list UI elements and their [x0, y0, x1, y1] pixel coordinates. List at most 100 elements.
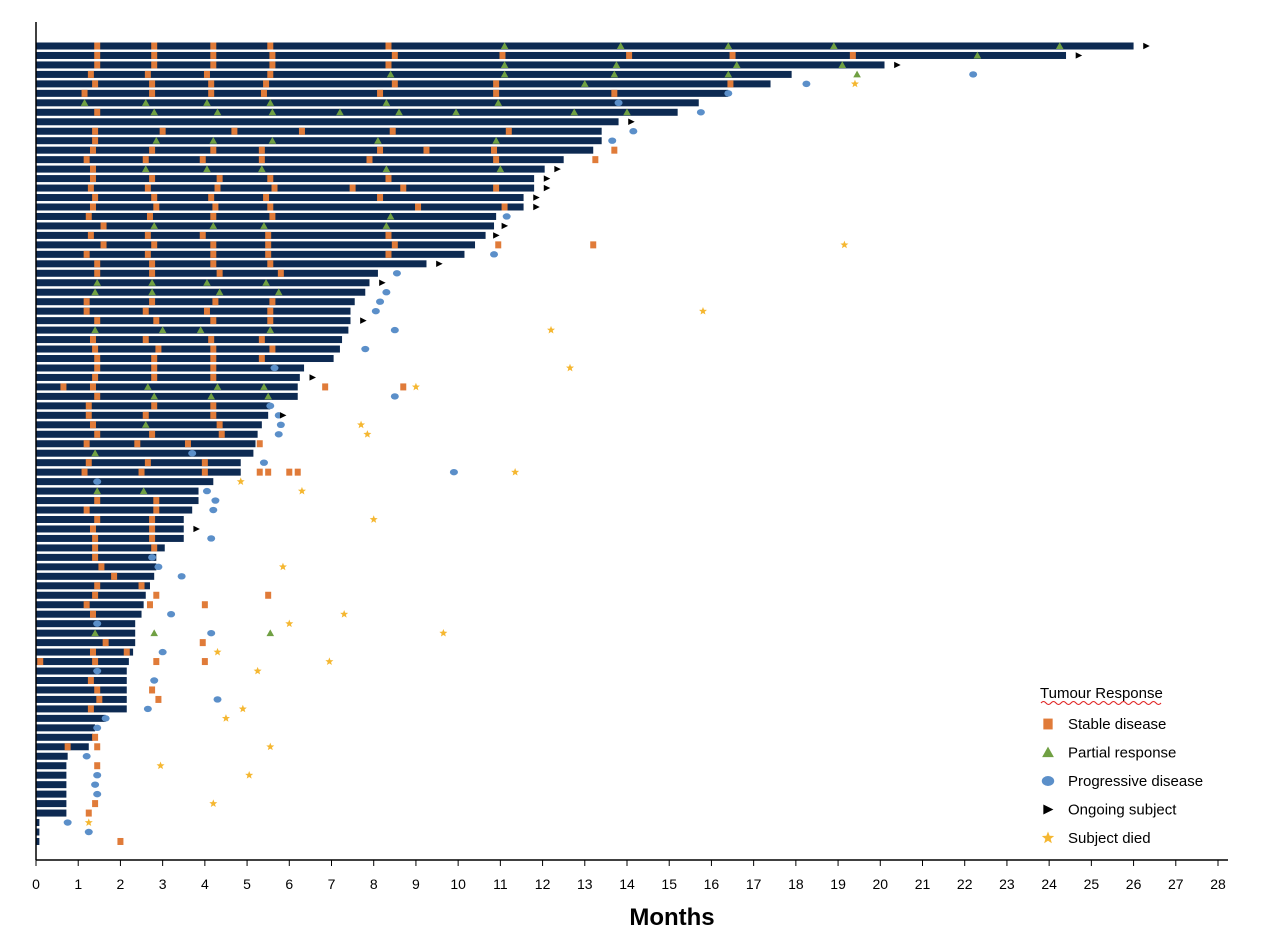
subject-died-marker: [547, 325, 556, 334]
x-tick-label: 9: [412, 876, 420, 892]
ongoing-subject-marker: [533, 203, 540, 211]
subject-bar: [36, 563, 157, 571]
stable-disease-marker: [611, 146, 618, 154]
partial-response-marker: [207, 392, 215, 400]
stable-disease-marker: [87, 70, 94, 78]
partial-response-marker: [724, 42, 733, 49]
subject-bar: [36, 705, 127, 713]
partial-response-marker: [144, 383, 152, 390]
stable-disease-marker: [142, 156, 149, 164]
partial-response-marker: [500, 61, 509, 68]
progressive-disease-marker: [93, 620, 102, 627]
progressive-disease-marker: [502, 213, 511, 220]
partial-response-marker: [158, 326, 167, 334]
stable-disease-marker: [151, 241, 158, 249]
subject-bar: [36, 373, 300, 381]
partial-response-marker: [382, 99, 391, 106]
partial-response-marker: [91, 629, 99, 637]
subject-bar: [36, 42, 1134, 50]
progressive-disease-marker: [392, 270, 401, 277]
subject-bar: [36, 364, 305, 372]
progressive-disease-marker: [490, 251, 499, 258]
subject-bar: [36, 317, 351, 325]
stable-disease-marker: [94, 364, 101, 372]
stable-disease-marker: [210, 260, 217, 268]
legend-item-ongoing: Ongoing subject: [1043, 802, 1177, 819]
stable-disease-marker: [149, 260, 156, 268]
progressive-disease-marker: [93, 724, 102, 732]
stable-disease-marker: [89, 421, 96, 429]
stable-disease-marker: [92, 658, 99, 666]
subject-bar: [36, 51, 1067, 59]
partial-response-marker: [336, 108, 344, 116]
stable-disease-marker: [89, 383, 96, 391]
stable-disease-marker: [216, 421, 223, 429]
stable-disease-marker: [83, 298, 90, 306]
ongoing-subject-marker: [1143, 42, 1150, 50]
subject-bar: [36, 440, 256, 448]
progressive-disease-marker: [724, 90, 733, 97]
x-tick-label: 14: [619, 876, 635, 892]
stable-disease-marker: [153, 203, 160, 211]
stable-disease-marker: [94, 61, 101, 69]
stable-disease-marker: [216, 269, 223, 277]
legend-label: Stable disease: [1068, 716, 1166, 733]
stable-disease-marker: [87, 231, 94, 239]
stable-disease-marker: [89, 610, 96, 618]
stable-disease-marker: [592, 156, 599, 164]
progressive-disease-marker: [696, 109, 705, 116]
ongoing-subject-marker: [193, 525, 200, 533]
stable-disease-marker: [210, 212, 217, 220]
stable-disease-marker: [117, 837, 124, 845]
stable-disease-marker: [216, 175, 223, 183]
stable-disease-marker: [201, 459, 208, 467]
subject-died-marker: [325, 657, 334, 665]
stable-disease-marker: [377, 146, 384, 154]
subject-died-marker: [840, 240, 849, 249]
stable-disease-marker: [501, 203, 508, 211]
stable-disease-marker: [729, 51, 736, 59]
x-tick-label: 2: [117, 876, 125, 892]
stable-disease-marker: [493, 80, 500, 88]
stable-disease-marker: [218, 430, 225, 438]
ongoing-subject-marker: [554, 165, 561, 173]
partial-response-marker: [973, 51, 982, 59]
x-tick-label: 26: [1126, 876, 1142, 892]
subject-bar: [36, 298, 355, 306]
progressive-disease-marker: [274, 431, 283, 438]
progressive-disease-marker: [91, 781, 100, 788]
stable-disease-marker: [151, 373, 158, 381]
subject-bar: [36, 326, 349, 334]
stable-disease-marker: [94, 497, 101, 505]
stable-disease-marker: [203, 70, 210, 78]
progressive-disease-marker: [259, 459, 268, 466]
partial-response-marker: [150, 629, 158, 637]
x-tick-label: 12: [535, 876, 551, 892]
subject-bar: [36, 724, 96, 732]
subject-bar: [36, 781, 67, 789]
progressive-disease-marker: [207, 629, 216, 637]
subject-bar: [36, 534, 184, 542]
partial-response-marker: [382, 165, 391, 173]
x-tick-label: 11: [493, 876, 508, 892]
subject-bar: [36, 61, 885, 69]
progressive-disease-marker: [202, 487, 211, 495]
partial-response-marker: [374, 136, 382, 144]
ongoing-subject-marker: [543, 184, 551, 192]
stable-disease-marker: [83, 156, 90, 164]
ongoing-subject-marker: [309, 374, 317, 381]
x-tick-label: 4: [201, 876, 209, 892]
subject-died-marker: [439, 628, 448, 637]
stable-disease-marker: [267, 260, 274, 268]
stable-disease-marker: [151, 51, 158, 59]
stable-disease-marker: [92, 544, 99, 552]
ongoing-subject-marker: [379, 279, 386, 286]
subject-bar: [36, 771, 67, 779]
x-tick-label: 1: [74, 876, 82, 892]
subject-bar: [36, 307, 351, 315]
subject-bar: [36, 809, 67, 817]
stable-disease-marker: [265, 591, 272, 599]
partial-response-marker: [262, 278, 270, 286]
stable-disease-marker: [149, 80, 156, 88]
stable-disease-marker: [208, 89, 215, 97]
